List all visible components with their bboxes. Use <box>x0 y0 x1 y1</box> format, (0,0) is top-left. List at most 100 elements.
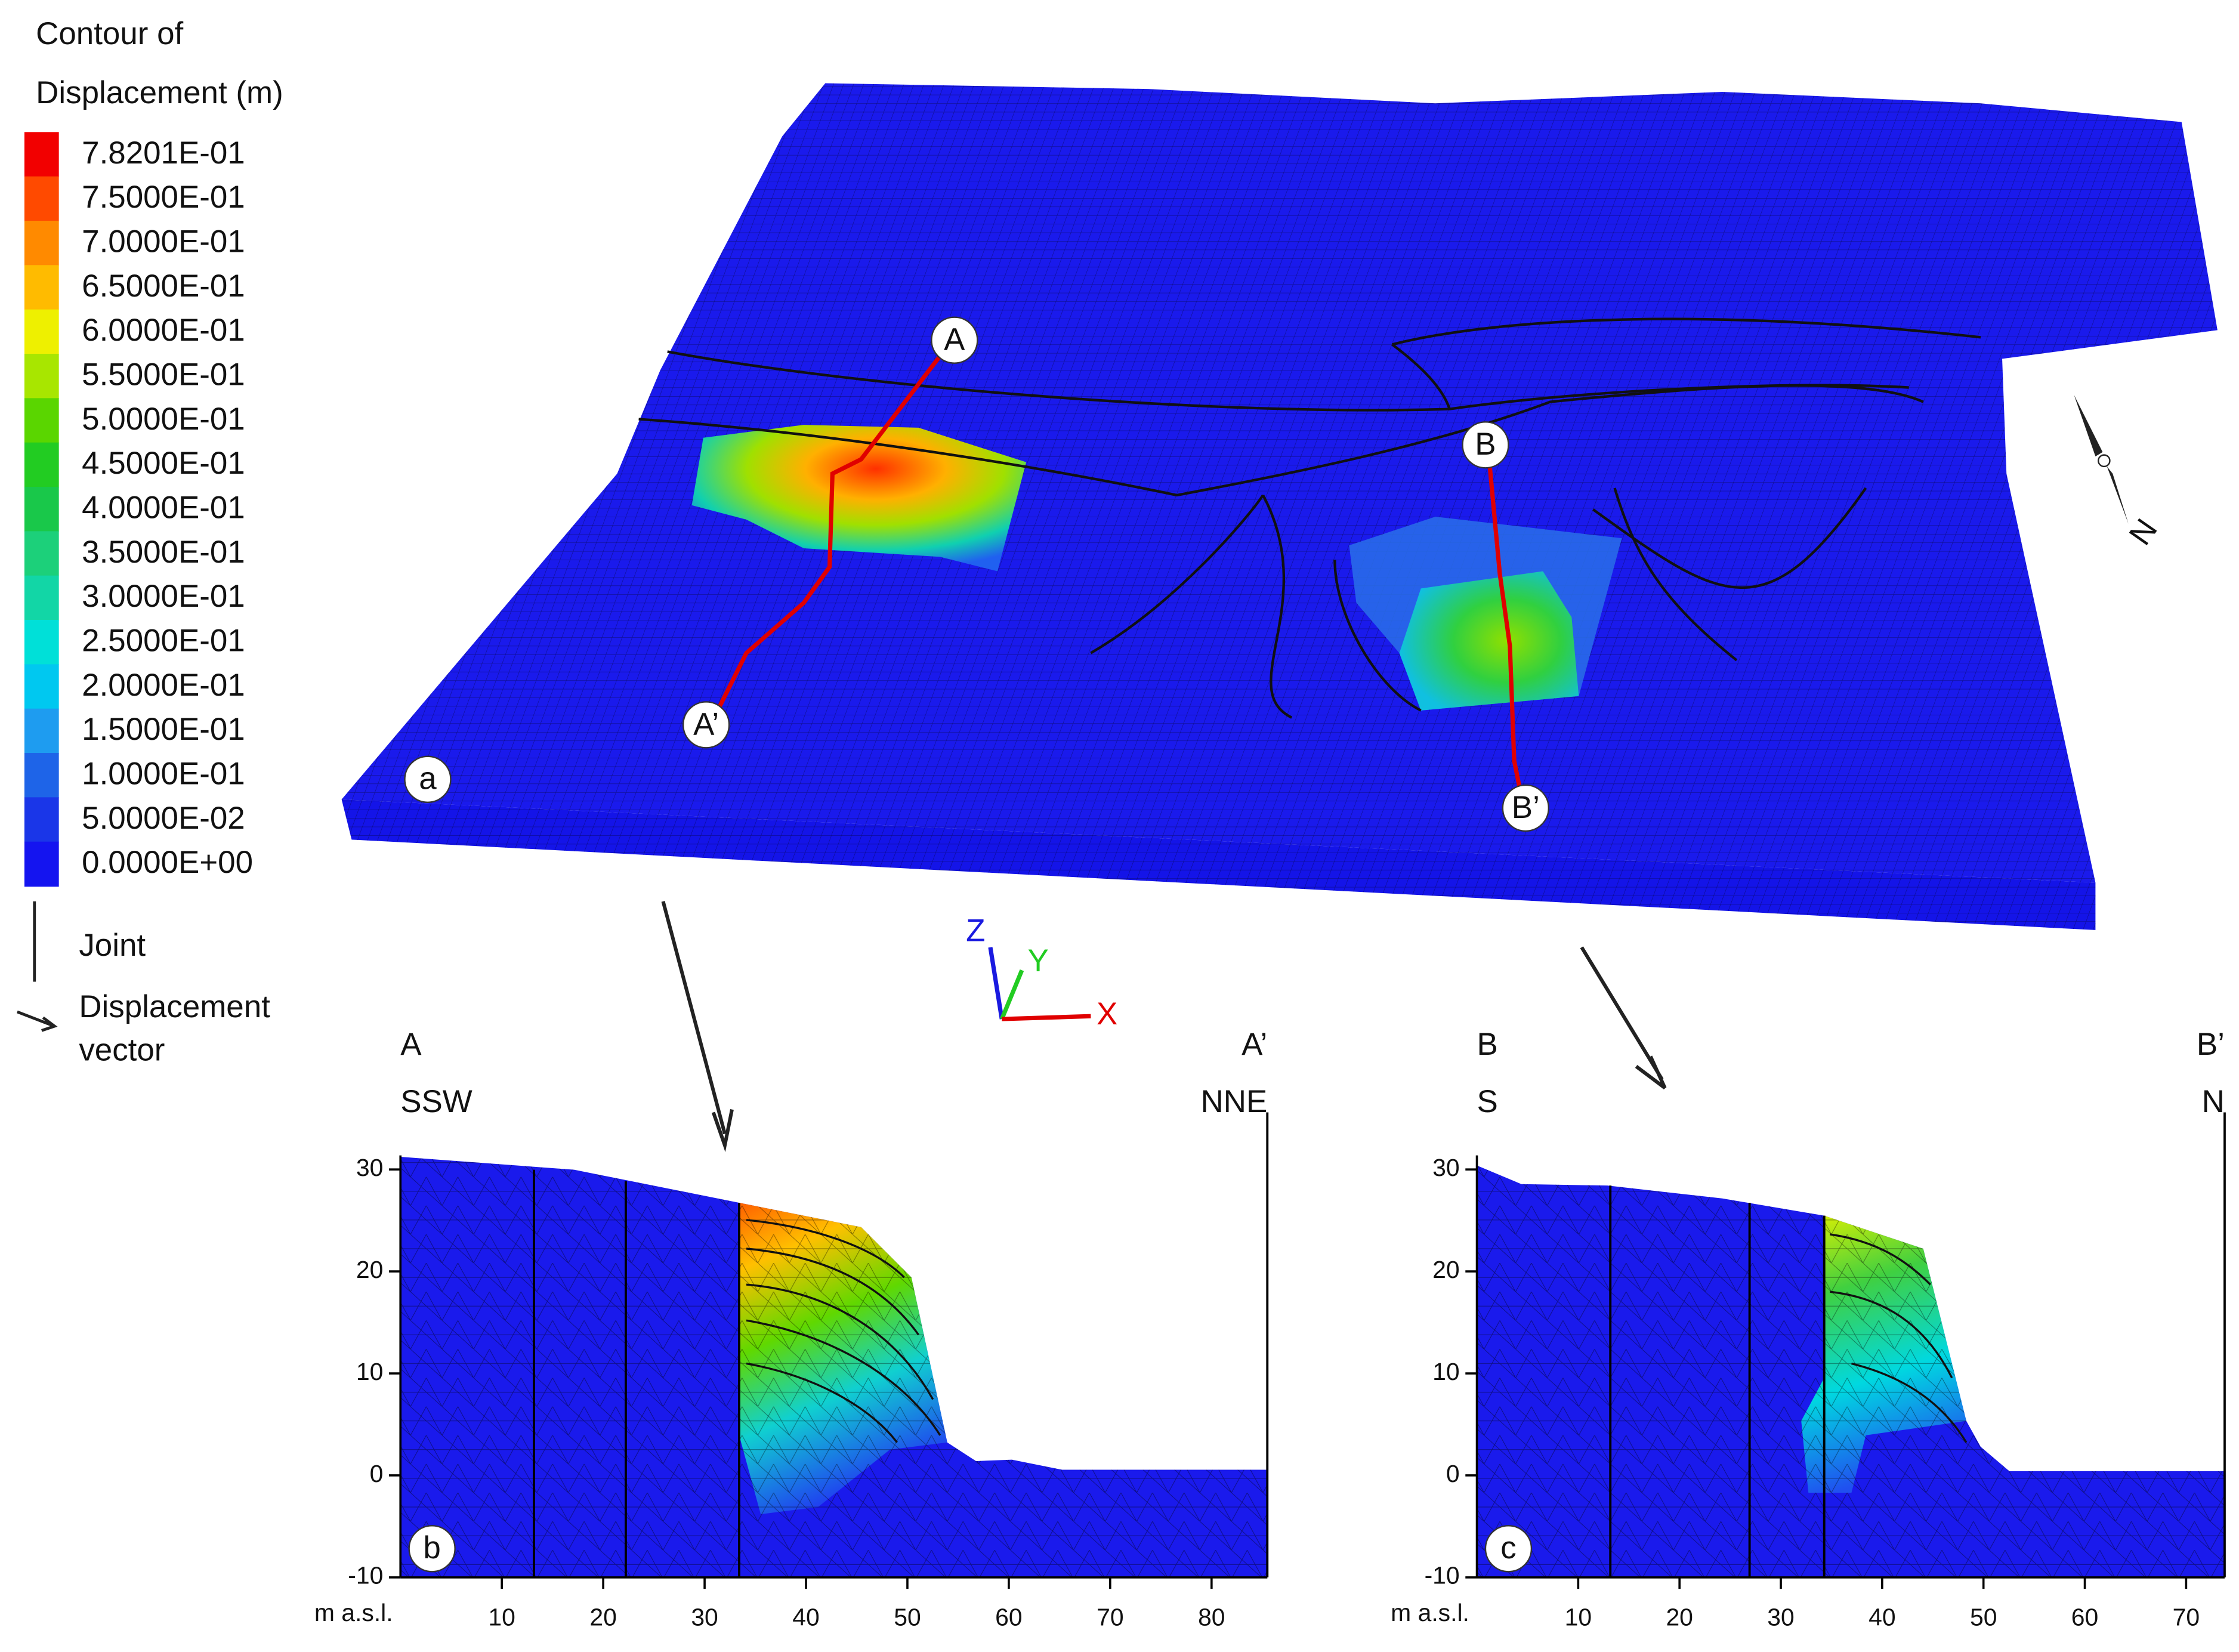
y-tick-label: 0 <box>370 1460 384 1487</box>
legend-label: 1.5000E-01 <box>82 712 245 747</box>
legend-title: Displacement (m) <box>36 75 283 110</box>
legend-label: 2.5000E-01 <box>82 623 245 659</box>
legend-swatch <box>24 354 59 399</box>
y-tick-label: 0 <box>1446 1460 1460 1487</box>
section-end: B <box>1477 1027 1498 1062</box>
x-tick-label: 60 <box>995 1603 1022 1631</box>
legend-swatch <box>24 753 59 798</box>
terrain-mesh <box>341 83 2218 883</box>
section-b: 10 20 30 40 50 60 70 80 -10 0 10 20 30 m a.s.l. A A’ SSW… <box>314 1027 1268 1631</box>
model: A A’ B B’ a N Z Y X <box>341 83 2218 1153</box>
direction: SSW <box>400 1084 472 1119</box>
legend: Contour of Displacement (m) Joint Displa… <box>17 16 283 1067</box>
section-end: B’ <box>2197 1027 2225 1062</box>
y-tick-label: -10 <box>348 1562 383 1589</box>
panel-label: b <box>423 1530 440 1565</box>
x-tick-label: 30 <box>1767 1603 1794 1631</box>
y-tick-label: -10 <box>1425 1562 1460 1589</box>
legend-swatch <box>24 442 59 488</box>
x-tick-label: 40 <box>792 1603 819 1631</box>
legend-label: 7.0000E-01 <box>82 224 245 259</box>
x-tick-label: 20 <box>1666 1603 1693 1631</box>
y-tick-label: 20 <box>356 1256 383 1283</box>
section-end: A <box>400 1027 422 1062</box>
legend-label: 1.0000E-01 <box>82 756 245 792</box>
legend-swatch <box>24 221 59 266</box>
x-tick-label: 70 <box>1097 1603 1123 1631</box>
x-axis-label: m a.s.l. <box>1391 1599 1469 1626</box>
legend-label: 5.5000E-01 <box>82 357 245 392</box>
y-tick-label: 10 <box>356 1358 383 1385</box>
panel-badge <box>1484 1525 1533 1573</box>
x-axis-label: m a.s.l. <box>314 1599 393 1626</box>
legend-label: 0.0000E+00 <box>82 845 253 880</box>
legend-swatch <box>24 132 59 177</box>
legend-label: 2.0000E-01 <box>82 668 245 703</box>
legend-swatch <box>24 620 59 665</box>
legend-label: 3.5000E-01 <box>82 535 245 570</box>
y-tick-label: 20 <box>1432 1256 1459 1283</box>
legend-vector: Displacement <box>79 989 270 1024</box>
x-tick-label: 70 <box>2173 1603 2200 1631</box>
section-label: A <box>944 322 965 357</box>
axis-label: X <box>1097 996 1117 1032</box>
axis-label: Z <box>966 913 985 949</box>
section-label: A’ <box>693 706 719 742</box>
north-label: N <box>2123 512 2164 551</box>
section-label: B <box>1475 427 1496 462</box>
y-tick-label: 30 <box>356 1154 383 1181</box>
x-tick-label: 50 <box>1970 1603 1997 1631</box>
legend-swatch <box>24 309 59 355</box>
legend-swatch <box>24 664 59 709</box>
section-lines <box>715 354 1524 797</box>
legend-swatch <box>24 841 59 887</box>
y-tick-label: 10 <box>1432 1358 1459 1385</box>
x-tick-label: 60 <box>2071 1603 2098 1631</box>
direction: NNE <box>1201 1084 1268 1119</box>
pointer-arrow <box>661 901 734 1153</box>
legend-label: 6.0000E-01 <box>82 313 245 348</box>
legend-swatch <box>24 531 59 576</box>
section-end: A’ <box>1242 1027 1267 1062</box>
legend-title: Contour of <box>36 16 183 51</box>
y-tick-label: 30 <box>1432 1154 1459 1181</box>
legend-label: 7.8201E-01 <box>82 135 245 171</box>
legend-swatch <box>24 797 59 842</box>
section-b-graphic <box>400 1112 1269 1577</box>
legend-label: 5.0000E-01 <box>82 402 245 437</box>
pointer-arrow <box>1580 946 1667 1089</box>
slab-front-mesh <box>341 799 2096 930</box>
landslide-b <box>1399 571 1579 711</box>
axis-label: Y <box>1028 943 1049 978</box>
axis-triad: Z Y X <box>966 913 1117 1032</box>
direction: S <box>1477 1084 1498 1119</box>
section-c-graphic <box>1477 1112 2226 1577</box>
vector-symbol <box>17 1010 58 1032</box>
legend-swatch <box>24 265 59 310</box>
x-tick-label: 30 <box>691 1603 718 1631</box>
legend-label: 4.0000E-01 <box>82 490 245 526</box>
north-arrow: N <box>2074 394 2164 551</box>
x-tick-label: 40 <box>1869 1603 1895 1631</box>
legend-swatch <box>24 176 59 222</box>
legend-label: 6.5000E-01 <box>82 268 245 304</box>
section-label: B’ <box>1512 790 1540 825</box>
legend-swatch <box>24 575 59 621</box>
landslide-a <box>691 425 1027 572</box>
x-tick-label: 20 <box>589 1603 616 1631</box>
x-tick-label: 10 <box>488 1603 515 1631</box>
legend-swatch <box>24 487 59 532</box>
panel-badge <box>408 1525 456 1573</box>
legend-label: 4.5000E-01 <box>82 446 245 481</box>
x-tick-label: 80 <box>1198 1603 1225 1631</box>
legend-swatch <box>24 398 59 443</box>
legend-swatch <box>24 708 59 754</box>
legend-joint: Joint <box>79 928 146 963</box>
direction: N <box>2202 1084 2225 1119</box>
section-c: 10 20 30 40 50 60 70 -10 0 10 20 30 m a.s.l. B B’ S Nc <box>1391 1027 2225 1631</box>
x-tick-label: 10 <box>1565 1603 1592 1631</box>
legend-label: 7.5000E-01 <box>82 180 245 215</box>
legend-label: 5.0000E-02 <box>82 801 245 836</box>
legend-label: 3.0000E-01 <box>82 579 245 614</box>
